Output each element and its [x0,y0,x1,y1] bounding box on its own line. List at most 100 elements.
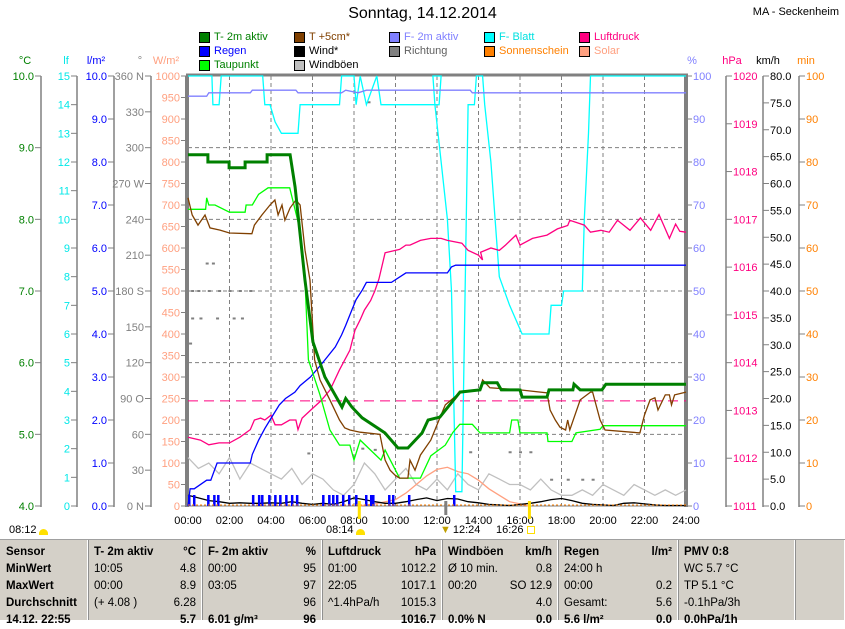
column-unit: hPa [414,546,436,558]
table-cell: 03:05 97 [202,578,322,595]
cell-left: WC 5.7 °C [684,563,739,575]
wind-direction-point [205,262,209,265]
wind-direction-point [566,478,570,481]
rain-event-bar [391,495,395,506]
sun-icon [38,528,48,535]
axis-unit-wm: W/m² [153,55,180,67]
axis-tick-label-kmh: 45.0 [770,259,791,271]
axis-tick-label-lm: 10.0 [86,71,107,83]
x-tick-label: 16:00 [506,515,534,527]
cell-left: 00:00 [564,580,593,592]
axis-tick-label-kmh: 5.0 [770,474,785,486]
x-tick-label: 12:00 [423,515,451,527]
cell-left: 10:05 [94,563,123,575]
sunrise-prev-time: 08:12 [9,524,37,536]
axis-tick-label-lf: 5 [64,358,70,370]
wind-direction-point [529,451,533,454]
cell-value: 8.9 [180,580,196,592]
legend-label: T +5cm* [309,31,351,43]
series-line-t-2m-aktiv [188,153,686,450]
moon-icon: ▼ [440,524,451,536]
axis-tick-label-pct: 30 [693,372,705,384]
table-header-cell: Regen l/m² [558,544,678,561]
x-tick-label: 06:00 [299,515,327,527]
cell-value: 1017.1 [400,580,436,592]
axis-tick-label-lf: 11 [59,186,70,198]
legend-label: F- 2m aktiv [404,31,459,43]
axis-tick-label-kmh: 80.0 [770,71,791,83]
rain-event-bar [274,495,277,506]
axis-tick-label-hpa: 1017 [733,214,757,226]
axis-tick-label-min: 40 [806,329,818,341]
rain-event-bar [217,495,220,506]
sun-icon [355,528,365,535]
axis-tick-label-kmh: 35.0 [770,313,791,325]
axis-tick-label-kmh: 0.0 [770,501,785,513]
cell-left: Gesamt: [564,597,608,609]
axis-tick-label-wm: 650 [162,222,180,234]
axis-tick-label-lf: 7 [64,300,70,312]
legend-item: F- 2m aktiv [389,31,458,43]
wind-direction-point [207,290,211,292]
table-header-cell: Luftdruck hPa [322,544,442,561]
x-tick-label: 04:00 [257,515,285,527]
axis-tick-label-hpa: 1011 [733,501,757,513]
axis-tick-label-hpa: 1013 [733,405,757,417]
table-cell [795,595,845,612]
legend-item: Taupunkt [199,59,259,71]
series-line-regen [187,264,686,507]
axis-tick-label-min: 20 [806,415,818,427]
table-header-cell: F- 2m aktiv% [202,544,322,561]
table-cell: 00:00 95 [202,561,322,578]
axis-tick-label-lf: 9 [64,243,70,255]
axis-tick-label-pct: 50 [693,286,705,298]
axis-tick-label-lf: 1 [64,472,70,484]
legend-label: Sonnenschein [499,45,569,57]
x-tick-label: 08:00 [340,515,368,527]
series-line-f-2m-aktiv [188,89,686,97]
axis-unit-kmh: km/h [756,55,780,67]
axis-tick-label-wm: 50 [168,480,180,492]
wind-direction-point [218,290,222,292]
axis-tick-label-deg: 330 [126,107,144,119]
axis-unit-hpa: hPa [722,55,742,67]
axis-tick-label-kmh: 15.0 [770,420,791,432]
rain-event-bar [341,495,345,506]
axis-tick-label-min: 50 [806,286,818,298]
axis-tick-label-min: 90 [806,114,818,126]
wind-direction-point [581,478,585,481]
axis-unit-pct: % [687,55,697,67]
axis-tick-label-hpa: 1015 [733,310,757,322]
noon-time: 12:24 [452,524,481,536]
axis-tick-label-deg: 0 N [127,501,144,513]
axis-tick-label-kmh: 10.0 [770,447,791,459]
noon-label: ▼ 12:24 [440,524,480,536]
rain-event-bar [213,495,216,506]
column-unit: °C [183,546,196,558]
table-header-cell: T- 2m aktiv °C [88,544,202,561]
axis-tick-label-wm: 500 [162,286,180,298]
cell-value: 4.0 [536,597,552,609]
legend-swatch [199,45,210,57]
axis-tick-label-deg: 60 [132,429,144,441]
axis-tick-label-lm: 6.0 [92,243,107,255]
rain-event-bar [295,495,299,506]
table-column [442,540,558,620]
x-tick-label: 24:00 [672,515,700,527]
axis-tick-label-min: 30 [806,372,818,384]
axis-tick-label-hpa: 1020 [733,71,757,83]
axis-tick-label-C: 8.0 [19,214,34,226]
axis-tick-label-wm: 900 [162,114,180,126]
axis-tick-label-lm: 3.0 [92,372,107,384]
cell-left: ^1.4hPa/h [328,597,380,609]
sun-time-marker [357,501,361,519]
cell-value: 95 [303,563,316,575]
axis-tick-label-lf: 13 [58,128,70,140]
rain-event-bar [388,495,391,506]
table-column [678,540,795,620]
wind-direction-point [216,317,220,320]
series-line-windb-en [187,456,687,497]
axis-tick-label-hpa: 1018 [733,167,757,179]
sunrise-label: 08:14 [326,524,365,536]
wind-direction-point [191,317,195,320]
